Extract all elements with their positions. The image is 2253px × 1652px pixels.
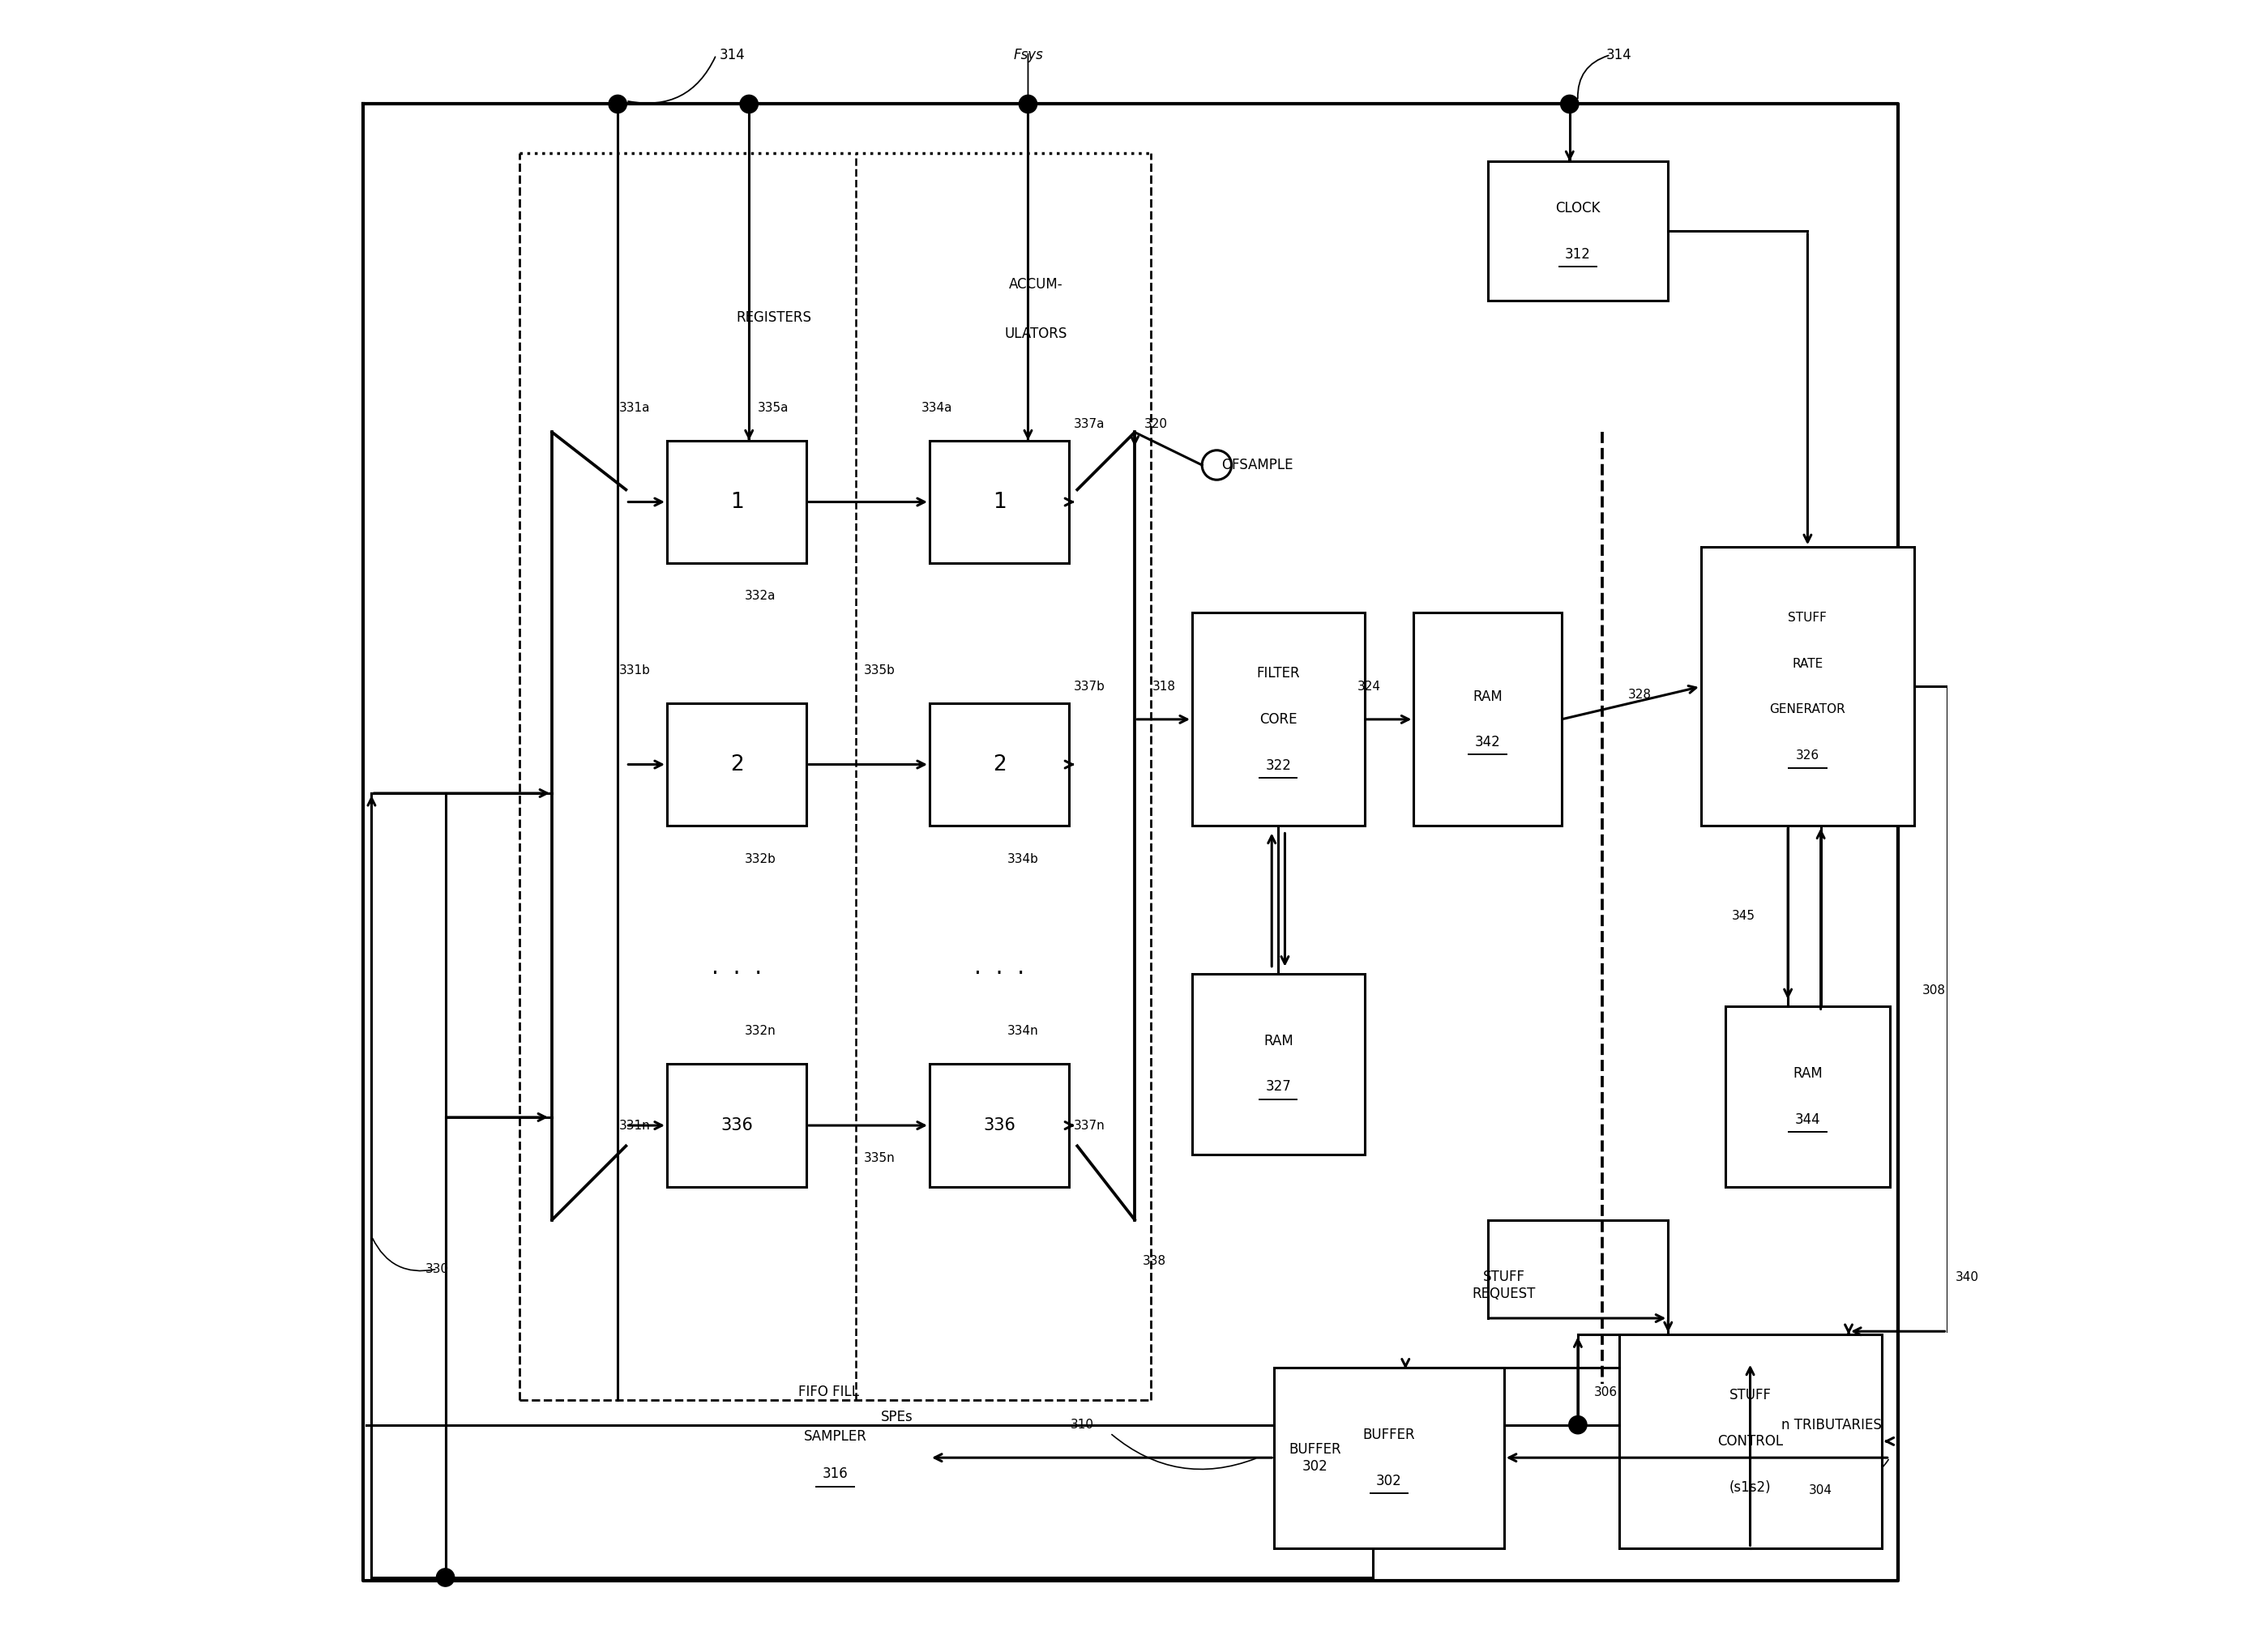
- Text: GENERATOR: GENERATOR: [1769, 704, 1845, 715]
- Circle shape: [437, 1568, 455, 1586]
- Text: ACCUM-: ACCUM-: [1009, 278, 1063, 292]
- Text: 2: 2: [730, 753, 743, 775]
- Text: 336: 336: [721, 1117, 753, 1133]
- Text: CLOCK: CLOCK: [1555, 202, 1600, 215]
- Bar: [1413, 613, 1561, 826]
- Text: 318: 318: [1151, 681, 1176, 692]
- Text: 334b: 334b: [1007, 852, 1039, 866]
- Text: (s1s2): (s1s2): [1730, 1480, 1771, 1495]
- Text: 334n: 334n: [1007, 1024, 1039, 1037]
- Bar: [1192, 613, 1365, 826]
- Text: ULATORS: ULATORS: [1005, 327, 1068, 340]
- Bar: [1701, 547, 1915, 826]
- Bar: [930, 704, 1070, 826]
- Bar: [1726, 1006, 1890, 1188]
- Circle shape: [1568, 1416, 1586, 1434]
- Text: RAM: RAM: [1473, 689, 1503, 704]
- Text: 322: 322: [1266, 758, 1291, 773]
- Text: 336: 336: [982, 1117, 1016, 1133]
- Text: 331n: 331n: [620, 1120, 651, 1132]
- Text: 340: 340: [1956, 1270, 1978, 1284]
- Text: 328: 328: [1629, 689, 1651, 700]
- Text: 324: 324: [1356, 681, 1381, 692]
- Text: 342: 342: [1476, 735, 1500, 750]
- Text: 332n: 332n: [746, 1024, 777, 1037]
- Text: STUFF: STUFF: [1728, 1388, 1771, 1403]
- Text: 334a: 334a: [921, 401, 953, 413]
- Text: RAM: RAM: [1264, 1034, 1293, 1049]
- Circle shape: [608, 96, 626, 112]
- Bar: [1487, 162, 1667, 301]
- Text: 332b: 332b: [746, 852, 777, 866]
- Bar: [667, 1064, 807, 1188]
- Text: 337b: 337b: [1075, 681, 1106, 692]
- Text: FILTER: FILTER: [1257, 666, 1300, 681]
- Text: ·  ·  ·: · · ·: [973, 963, 1025, 985]
- Text: STUFF: STUFF: [1789, 611, 1827, 624]
- Text: 314: 314: [719, 48, 746, 63]
- Bar: [930, 1064, 1070, 1188]
- Text: 326: 326: [1796, 750, 1820, 762]
- Bar: [667, 441, 807, 563]
- Text: 306: 306: [1595, 1386, 1618, 1398]
- Text: 335a: 335a: [757, 401, 789, 413]
- Text: CORE: CORE: [1259, 712, 1298, 727]
- Text: 320: 320: [1145, 418, 1167, 430]
- Text: FIFO FILL: FIFO FILL: [798, 1384, 858, 1399]
- Text: BUFFER
302: BUFFER 302: [1289, 1442, 1341, 1474]
- Text: 345: 345: [1733, 910, 1755, 922]
- Text: SPEs: SPEs: [881, 1409, 912, 1424]
- Circle shape: [739, 96, 757, 112]
- Text: 1: 1: [730, 491, 743, 512]
- Text: 304: 304: [1809, 1485, 1832, 1497]
- Text: 310: 310: [1070, 1419, 1093, 1431]
- Text: RAM: RAM: [1793, 1067, 1823, 1080]
- Text: 344: 344: [1796, 1112, 1820, 1127]
- Text: 316: 316: [822, 1467, 847, 1482]
- Bar: [930, 441, 1070, 563]
- Circle shape: [1018, 96, 1036, 112]
- Text: n TRIBUTARIES: n TRIBUTARIES: [1782, 1417, 1881, 1432]
- Bar: [1620, 1335, 1881, 1548]
- Text: 2: 2: [994, 753, 1007, 775]
- Text: REGISTERS: REGISTERS: [737, 311, 811, 325]
- Text: OFSAMPLE: OFSAMPLE: [1221, 458, 1293, 472]
- Text: RATE: RATE: [1791, 657, 1823, 669]
- Circle shape: [1561, 96, 1579, 112]
- Text: ·  ·  ·: · · ·: [712, 963, 762, 985]
- Text: 338: 338: [1142, 1256, 1167, 1267]
- Text: 332a: 332a: [746, 590, 775, 603]
- Text: 335b: 335b: [863, 664, 894, 676]
- Text: 331a: 331a: [620, 401, 651, 413]
- Text: CONTROL: CONTROL: [1717, 1434, 1782, 1449]
- Text: SAMPLER: SAMPLER: [804, 1429, 867, 1444]
- Text: 335n: 335n: [863, 1151, 894, 1165]
- Text: Fsys: Fsys: [1014, 48, 1043, 63]
- Text: 337a: 337a: [1075, 418, 1106, 430]
- Text: 330: 330: [426, 1262, 448, 1275]
- Text: 312: 312: [1566, 246, 1591, 261]
- Bar: [1192, 973, 1365, 1155]
- Text: BUFFER: BUFFER: [1363, 1427, 1415, 1442]
- Text: 1: 1: [994, 491, 1007, 512]
- Text: 337n: 337n: [1075, 1120, 1106, 1132]
- Text: 302: 302: [1377, 1474, 1401, 1488]
- Bar: [1275, 1368, 1505, 1548]
- Text: STUFF
REQUEST: STUFF REQUEST: [1471, 1270, 1537, 1302]
- Text: 314: 314: [1606, 48, 1631, 63]
- Text: 308: 308: [1922, 985, 1947, 996]
- Text: 327: 327: [1266, 1080, 1291, 1094]
- Text: 331b: 331b: [620, 664, 651, 676]
- Bar: [667, 704, 807, 826]
